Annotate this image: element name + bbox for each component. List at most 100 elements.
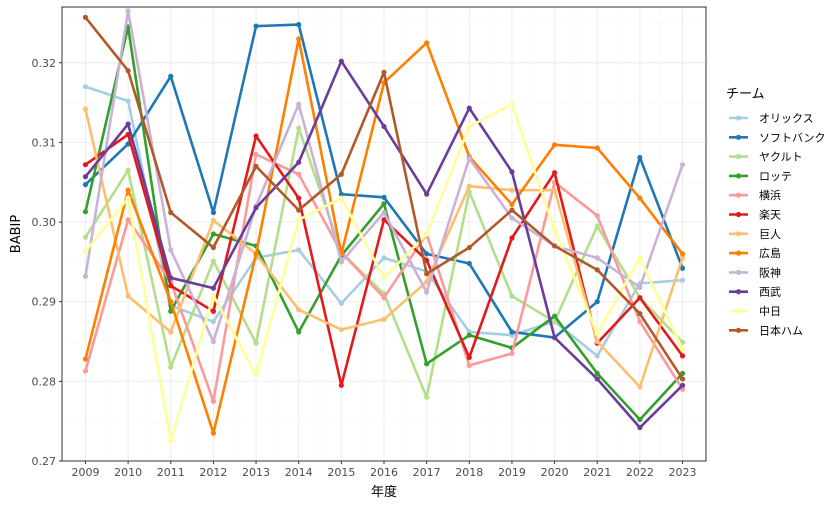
data-point bbox=[381, 295, 387, 301]
data-point bbox=[253, 205, 259, 211]
data-point bbox=[82, 14, 89, 20]
series-group bbox=[82, 14, 686, 382]
data-point bbox=[296, 217, 302, 223]
data-point bbox=[125, 98, 131, 104]
data-point bbox=[125, 195, 131, 201]
data-point bbox=[509, 101, 515, 107]
data-point bbox=[551, 243, 558, 249]
legend-label: ロッテ bbox=[759, 170, 792, 183]
data-point bbox=[679, 277, 686, 283]
data-point bbox=[210, 217, 217, 224]
data-point bbox=[82, 182, 89, 188]
data-point bbox=[637, 416, 643, 423]
data-point bbox=[381, 201, 387, 207]
data-point bbox=[338, 326, 344, 333]
data-point bbox=[210, 338, 217, 345]
data-point bbox=[424, 279, 430, 285]
data-point bbox=[168, 299, 174, 305]
data-point bbox=[210, 285, 217, 291]
data-point bbox=[168, 438, 174, 444]
data-point bbox=[679, 382, 686, 388]
data-point bbox=[381, 316, 387, 322]
legend-item: オリックス bbox=[729, 112, 814, 125]
legend-label: 阪神 bbox=[759, 265, 781, 279]
legend-label: 広島 bbox=[759, 246, 781, 260]
data-point bbox=[168, 283, 174, 289]
data-point bbox=[594, 370, 600, 376]
data-point bbox=[637, 154, 643, 161]
legend-item: 中日 bbox=[729, 305, 781, 318]
data-point bbox=[296, 159, 302, 165]
data-point bbox=[82, 209, 89, 215]
data-point bbox=[338, 191, 344, 197]
x-axis-title: 年度 bbox=[371, 484, 397, 500]
data-point bbox=[253, 23, 259, 29]
data-point bbox=[509, 169, 515, 175]
data-point bbox=[125, 167, 131, 173]
data-point bbox=[424, 361, 430, 367]
x-tick-label: 2016 bbox=[370, 466, 398, 479]
data-point bbox=[679, 162, 686, 168]
data-point bbox=[509, 293, 515, 299]
y-tick-label: 0.28 bbox=[32, 375, 57, 388]
data-point bbox=[679, 346, 686, 353]
x-tick-label: 2011 bbox=[157, 466, 185, 479]
data-point bbox=[637, 319, 643, 325]
legend-swatch-point bbox=[735, 289, 742, 295]
legend-swatch-point bbox=[735, 154, 742, 160]
data-point bbox=[253, 251, 259, 257]
x-tick-label: 2010 bbox=[114, 466, 142, 479]
data-point bbox=[125, 68, 131, 74]
legend-item: ヤクルト bbox=[729, 151, 803, 164]
legend-item: 日本ハム bbox=[729, 323, 803, 337]
data-point bbox=[210, 244, 217, 251]
legend-label: 西武 bbox=[759, 286, 781, 299]
data-point bbox=[125, 293, 131, 299]
legend-swatch-point bbox=[735, 115, 742, 121]
data-point bbox=[338, 58, 344, 64]
series-group bbox=[82, 36, 686, 436]
legend-item: 広島 bbox=[729, 246, 781, 260]
data-point bbox=[466, 155, 472, 161]
data-point bbox=[253, 151, 259, 157]
x-tick-label: 2019 bbox=[498, 466, 526, 479]
data-point bbox=[82, 162, 89, 168]
data-point bbox=[296, 21, 302, 28]
x-tick-label: 2013 bbox=[242, 466, 270, 479]
data-point bbox=[594, 353, 600, 359]
data-point bbox=[466, 244, 472, 251]
data-point bbox=[125, 121, 131, 127]
data-point bbox=[381, 69, 387, 75]
data-point bbox=[637, 295, 643, 301]
data-point bbox=[679, 251, 686, 257]
data-point bbox=[296, 125, 302, 131]
data-point bbox=[424, 271, 430, 277]
data-point bbox=[424, 191, 430, 197]
data-point bbox=[594, 330, 600, 337]
data-point bbox=[466, 123, 472, 130]
data-point bbox=[296, 36, 302, 42]
data-point bbox=[594, 145, 600, 151]
legend-swatch-point bbox=[735, 250, 742, 256]
data-point bbox=[82, 106, 89, 112]
data-point bbox=[679, 353, 686, 359]
data-point bbox=[594, 267, 600, 273]
data-point bbox=[338, 382, 344, 388]
data-point bbox=[424, 40, 430, 46]
data-point bbox=[168, 275, 174, 281]
legend-item: 横浜 bbox=[729, 188, 781, 202]
data-point bbox=[82, 174, 89, 180]
data-point bbox=[296, 329, 302, 335]
data-point bbox=[296, 171, 302, 177]
data-point bbox=[210, 258, 217, 264]
data-point bbox=[168, 247, 174, 253]
series-group bbox=[82, 58, 686, 431]
series-group bbox=[82, 151, 686, 404]
y-tick-label: 0.27 bbox=[32, 455, 57, 468]
data-point bbox=[594, 299, 600, 305]
x-tick-label: 2020 bbox=[541, 466, 569, 479]
y-tick-label: 0.31 bbox=[32, 136, 57, 149]
legend-swatch-point bbox=[735, 327, 742, 333]
legend-label: 中日 bbox=[759, 305, 781, 318]
